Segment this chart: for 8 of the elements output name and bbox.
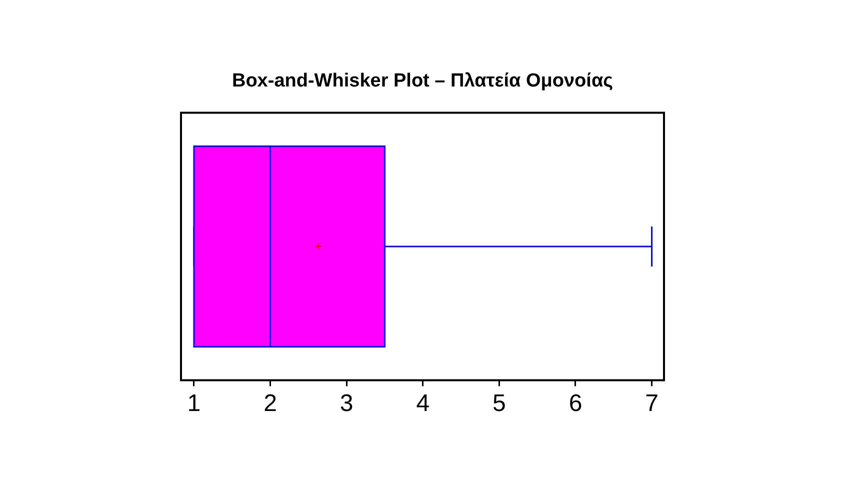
x-tick-label: 1	[187, 390, 201, 418]
x-tick-label: 6	[568, 390, 582, 418]
x-tick-label: 7	[645, 390, 658, 418]
x-tick-label: 2	[264, 390, 277, 418]
x-tick-label: 4	[416, 390, 430, 418]
x-tick-label: 3	[340, 390, 354, 418]
chart-title: Box-and-Whisker Plot – Πλατεία Ομονοίας	[232, 70, 614, 92]
x-tick-label: 5	[492, 390, 506, 418]
